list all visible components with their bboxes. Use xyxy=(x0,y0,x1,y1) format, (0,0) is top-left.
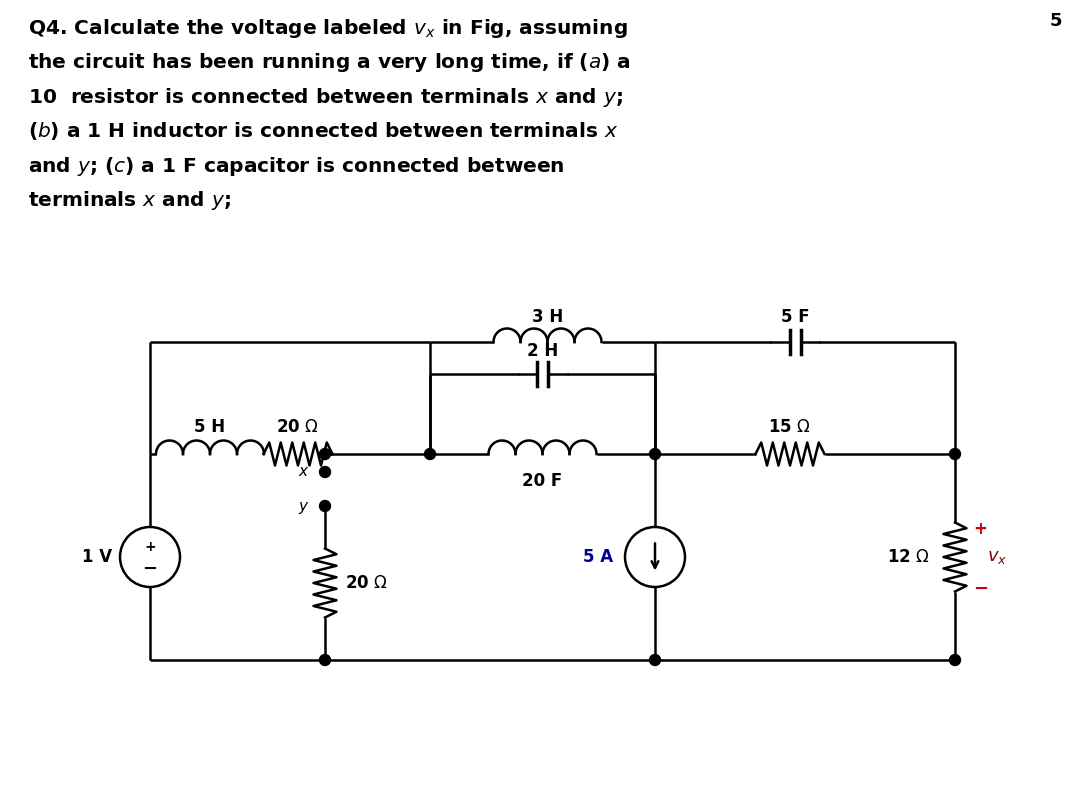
Text: y: y xyxy=(298,499,308,513)
Circle shape xyxy=(424,448,436,460)
Text: +: + xyxy=(973,520,987,538)
Circle shape xyxy=(950,654,960,666)
Text: x: x xyxy=(298,464,308,480)
Text: the circuit has been running a very long time, if ($\mathit{a}$) a: the circuit has been running a very long… xyxy=(28,51,630,75)
Text: 15 $\Omega$: 15 $\Omega$ xyxy=(768,418,811,436)
Circle shape xyxy=(319,448,330,460)
Circle shape xyxy=(319,500,330,512)
Circle shape xyxy=(950,448,960,460)
Text: 5 F: 5 F xyxy=(781,308,809,326)
Text: 5: 5 xyxy=(1050,12,1062,30)
Text: and $\mathit{y}$; ($\mathit{c}$) a 1 F capacitor is connected between: and $\mathit{y}$; ($\mathit{c}$) a 1 F c… xyxy=(28,155,564,178)
Text: 10  resistor is connected between terminals $\mathit{x}$ and $\mathit{y}$;: 10 resistor is connected between termina… xyxy=(28,86,623,109)
Text: 20 F: 20 F xyxy=(522,472,562,490)
Circle shape xyxy=(319,467,330,477)
Circle shape xyxy=(650,654,660,666)
Text: +: + xyxy=(145,540,155,554)
Circle shape xyxy=(650,448,660,460)
Text: 20 $\Omega$: 20 $\Omega$ xyxy=(276,418,319,436)
Text: Q4. Calculate the voltage labeled $v_x$ in Fig, assuming: Q4. Calculate the voltage labeled $v_x$ … xyxy=(28,17,628,40)
Text: 2 H: 2 H xyxy=(527,342,558,360)
Text: terminals $\mathit{x}$ and $\mathit{y}$;: terminals $\mathit{x}$ and $\mathit{y}$; xyxy=(28,189,231,213)
Text: 20 $\Omega$: 20 $\Omega$ xyxy=(345,574,388,592)
Circle shape xyxy=(319,654,330,666)
Text: 1 V: 1 V xyxy=(82,548,112,566)
Text: −: − xyxy=(973,580,988,598)
Text: 5 H: 5 H xyxy=(194,418,226,436)
Text: 5 A: 5 A xyxy=(583,548,613,566)
Text: $v_x$: $v_x$ xyxy=(987,548,1007,566)
Text: −: − xyxy=(142,560,158,578)
Text: ($\mathit{b}$) a 1 H inductor is connected between terminals $\mathit{x}$: ($\mathit{b}$) a 1 H inductor is connect… xyxy=(28,120,618,143)
Text: 12 $\Omega$: 12 $\Omega$ xyxy=(887,548,930,566)
Text: 3 H: 3 H xyxy=(532,308,563,326)
